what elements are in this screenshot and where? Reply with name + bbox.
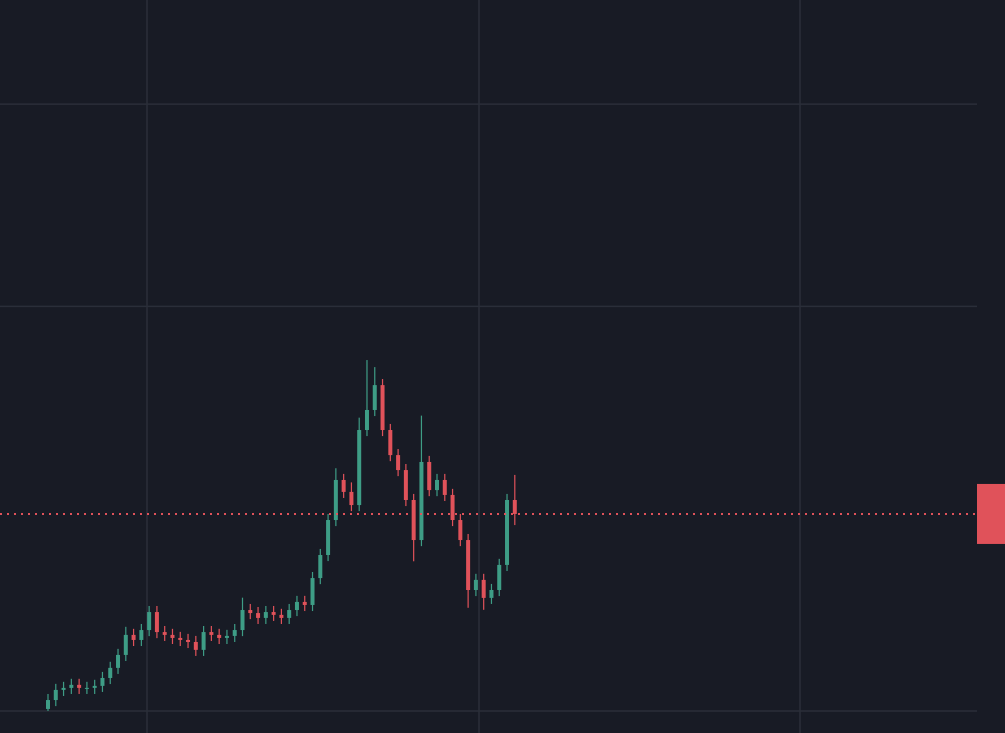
candle-body: [61, 687, 66, 690]
candle-body: [139, 630, 144, 640]
candle-body: [372, 385, 377, 410]
candle-body: [131, 634, 136, 640]
candle-body: [147, 612, 152, 631]
candle-body: [248, 610, 253, 614]
candle-body: [294, 601, 299, 611]
candle-body: [458, 520, 463, 541]
candle-body: [357, 430, 362, 506]
candle-body: [318, 555, 323, 579]
candle-body: [170, 634, 175, 638]
candle-body: [396, 455, 401, 471]
candle-body: [489, 590, 494, 598]
candle-body: [217, 634, 222, 638]
candle-body: [388, 430, 393, 456]
candle-body: [302, 601, 307, 605]
candle-body: [364, 409, 369, 431]
candle-body: [193, 641, 198, 650]
candle-body: [154, 612, 159, 633]
candle-body: [435, 479, 439, 491]
candle-body: [403, 470, 408, 500]
candle-body: [279, 614, 284, 618]
candle-body: [341, 479, 346, 492]
candle-body: [442, 479, 447, 495]
candle-body: [53, 689, 58, 701]
candle-body: [497, 564, 502, 591]
candle-body: [380, 385, 385, 431]
candle-body: [178, 637, 183, 640]
candle-body: [473, 579, 478, 591]
candle-body: [46, 700, 50, 709]
candle-body: [123, 634, 128, 655]
candle-body: [116, 654, 121, 668]
candle-body: [108, 667, 113, 678]
candle-body: [92, 685, 97, 688]
candle-body: [450, 494, 455, 521]
candle-body: [263, 612, 268, 618]
candle-body: [287, 610, 292, 618]
candle-body: [466, 540, 471, 591]
candle-body: [349, 491, 354, 506]
candle-body: [162, 632, 167, 635]
candle-body: [505, 499, 510, 565]
candle-body: [271, 612, 276, 615]
candle-body: [69, 684, 74, 688]
candle-body: [100, 677, 105, 686]
candle-body: [209, 632, 214, 635]
candle-body: [240, 610, 245, 631]
candle-body: [481, 579, 486, 598]
last-price-marker: [977, 483, 1005, 544]
candle-body: [310, 578, 315, 605]
candle-body: [232, 630, 237, 636]
candle-body: [201, 632, 206, 650]
candle-body: [326, 520, 331, 556]
candle-body: [77, 684, 82, 688]
candle-body: [419, 461, 424, 541]
candle-body: [411, 499, 416, 541]
candle-body: [512, 499, 517, 514]
candle-body: [333, 479, 338, 521]
candle-body: [256, 613, 261, 618]
candle-body: [427, 461, 432, 491]
candle-body: [84, 687, 89, 689]
candle-body: [224, 635, 229, 638]
candle-body: [186, 639, 191, 642]
